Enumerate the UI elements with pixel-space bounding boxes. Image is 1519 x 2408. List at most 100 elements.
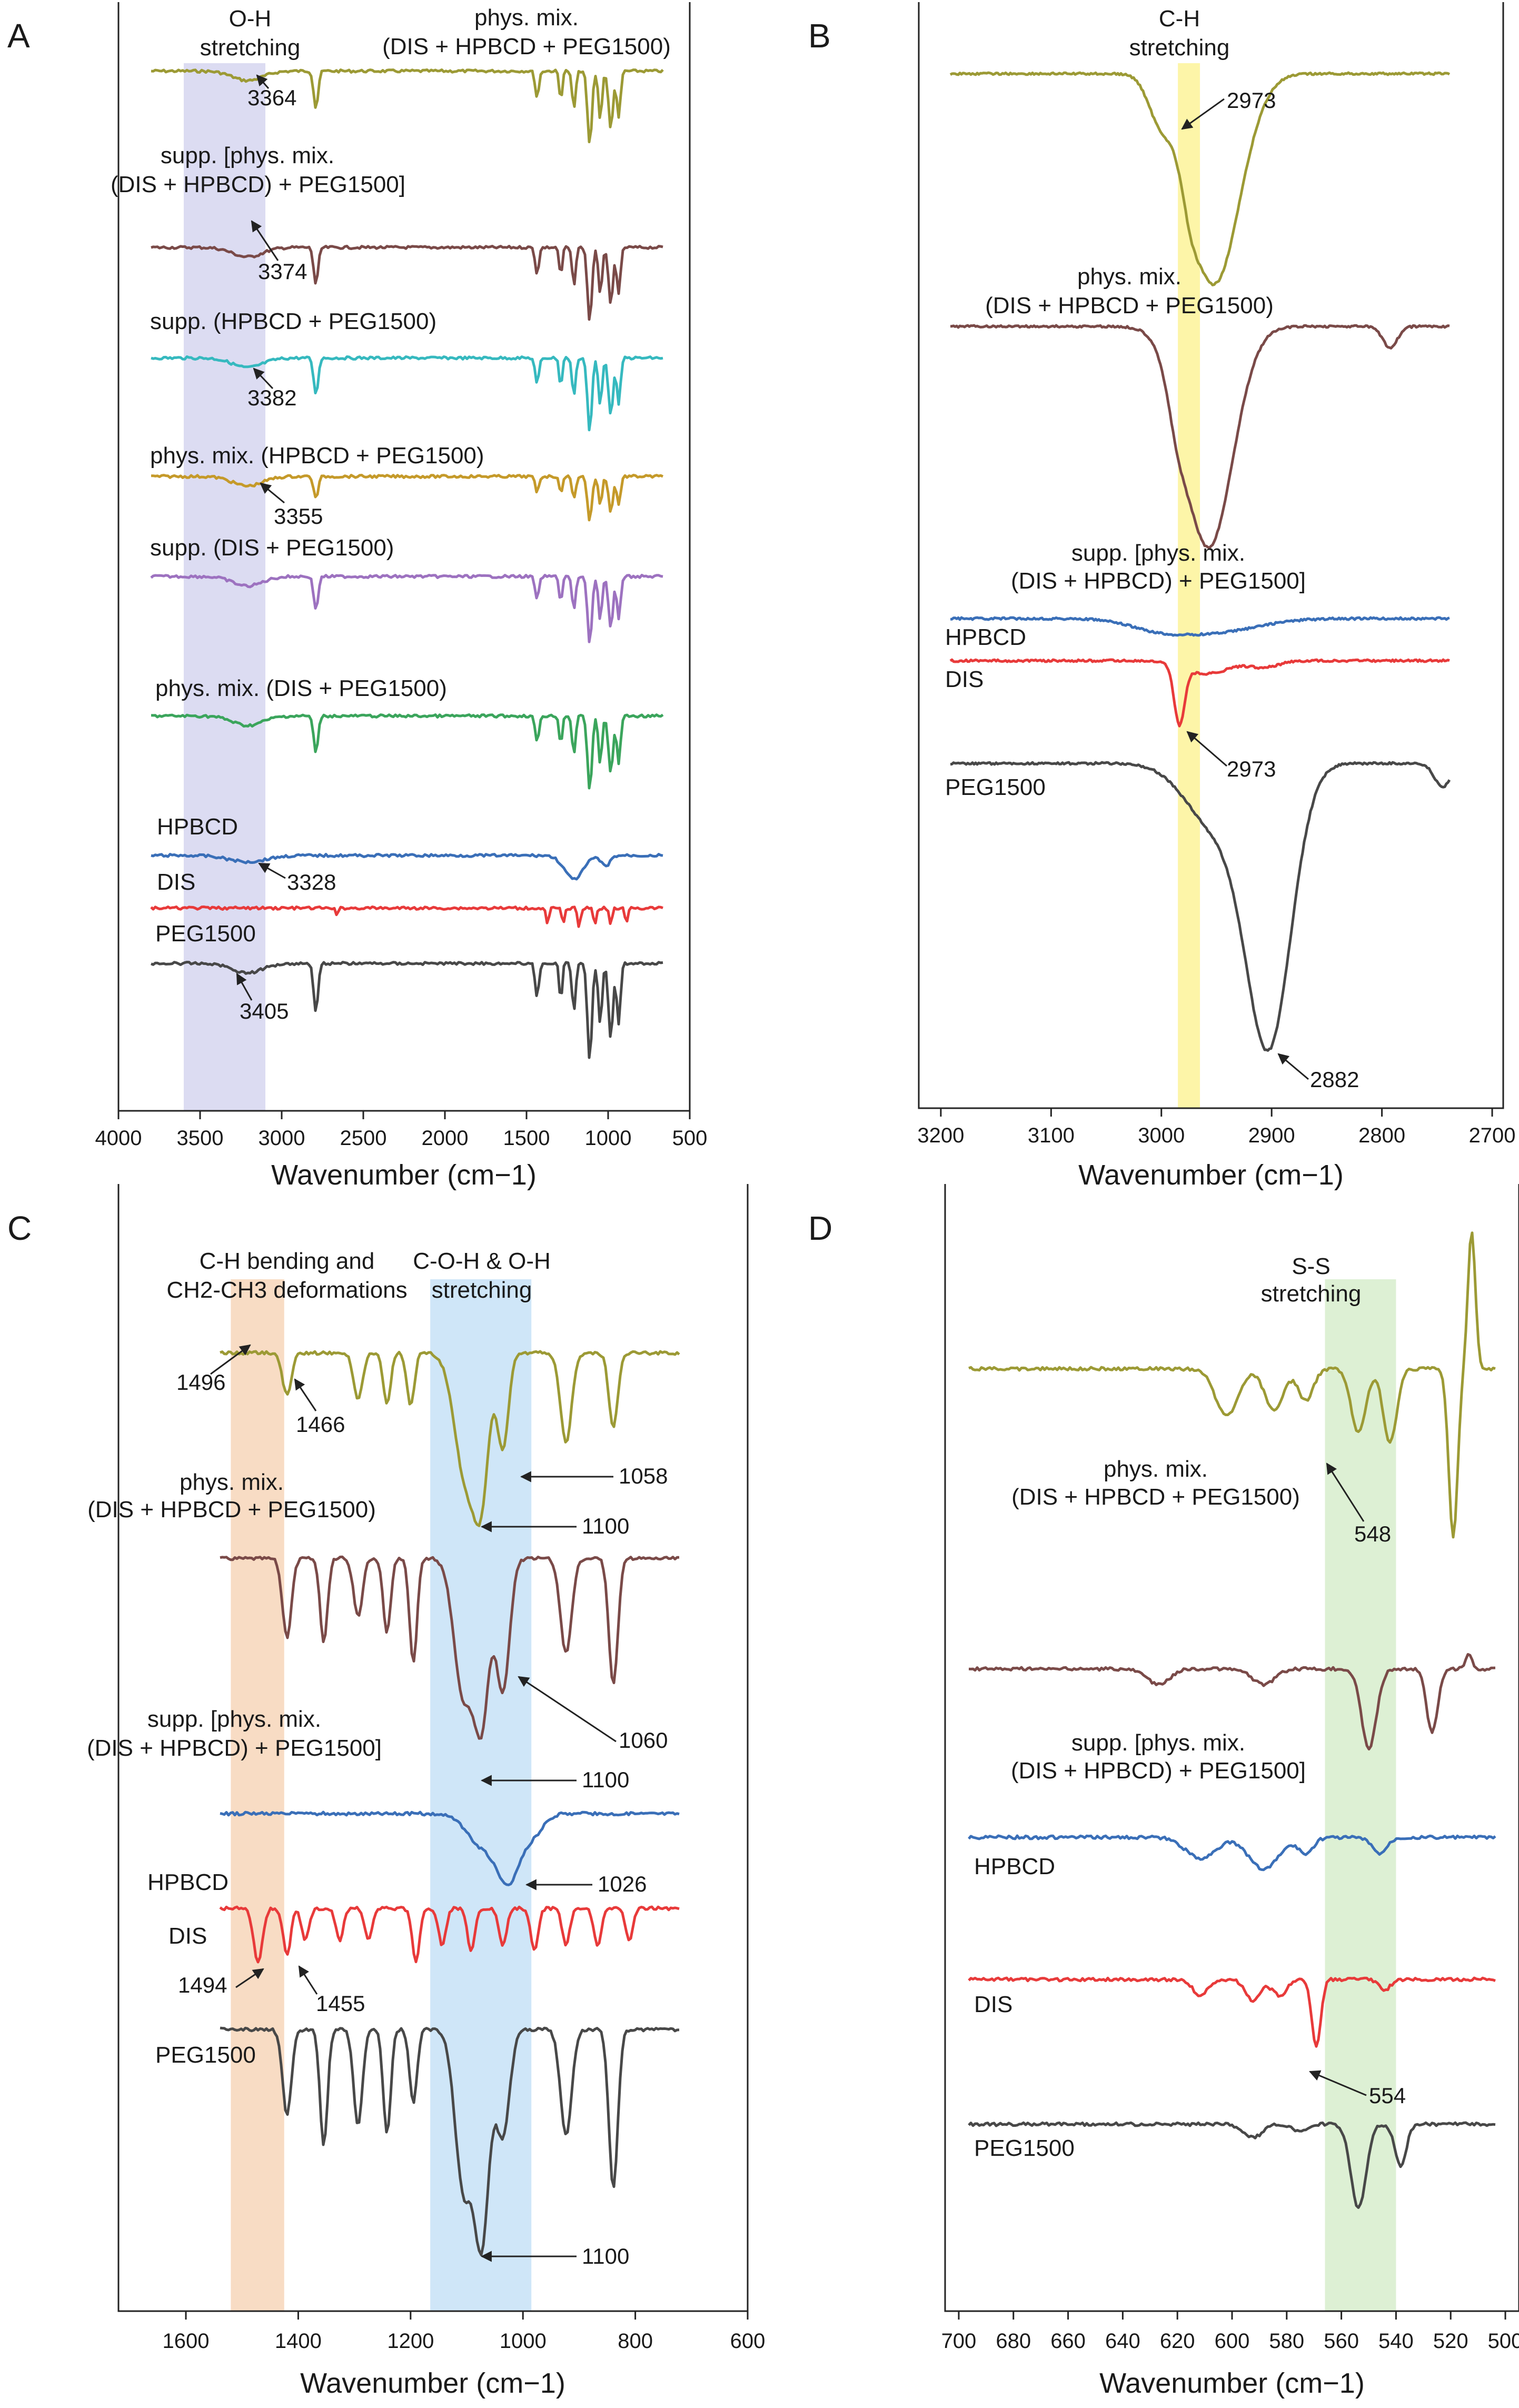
- peak-label-A-3405: 3405: [240, 999, 289, 1023]
- spectrum-A-3: [151, 474, 664, 522]
- panel-letter-C: C: [7, 1209, 32, 1247]
- arrow-C-1496: [210, 1344, 251, 1375]
- tick-label: 4000: [95, 1127, 142, 1150]
- peak-label-C-1455: 1455: [316, 1991, 365, 2016]
- peak-label-B-olive: 2973: [1227, 88, 1276, 113]
- series-label-D-1b: (DIS + HPBCD) + PEG1500]: [1011, 1758, 1306, 1784]
- series-label-C-1a: supp. [phys. mix.: [147, 1706, 321, 1732]
- band-C-coh: [430, 1279, 532, 2311]
- band-label-B-1: C-H: [1159, 6, 1200, 32]
- peak-label-C-1100b: 1100: [582, 1767, 629, 1792]
- tick-label: 1200: [387, 2330, 434, 2353]
- series-label-B-0b: (DIS + HPBCD + PEG1500): [985, 293, 1274, 319]
- arrow-A-3405: [236, 973, 253, 1001]
- tick-label: 660: [1050, 2330, 1086, 2353]
- band-label-A-2: stretching: [200, 35, 301, 61]
- series-label-C-0a: phys. mix.: [180, 1469, 284, 1495]
- spectrum-B-1: [950, 324, 1450, 550]
- spectrum-C-4: [220, 2026, 680, 2256]
- band-label-D-2: stretching: [1261, 1281, 1362, 1307]
- band-label-D-1: S-S: [1292, 1253, 1330, 1279]
- series-label-B-1a: supp. [phys. mix.: [1071, 540, 1245, 566]
- series-label-A-8: PEG1500: [155, 921, 256, 947]
- arrow-B-olive: [1181, 98, 1225, 130]
- tick-label: 1400: [275, 2330, 322, 2353]
- series-label-D-1a: supp. [phys. mix.: [1071, 1730, 1245, 1756]
- series-label-C-3: DIS: [168, 1923, 207, 1949]
- series-label-A-5: phys. mix. (DIS + PEG1500): [155, 675, 447, 701]
- series-label-D-0b: (DIS + HPBCD + PEG1500): [1011, 1484, 1300, 1510]
- arrow-C-1455: [298, 1965, 318, 1995]
- band-label-C2-2: stretching: [432, 1277, 532, 1303]
- tick-label: 700: [941, 2330, 977, 2353]
- peak-label-D-554: 554: [1369, 2083, 1406, 2108]
- panel-letter-D: D: [808, 1209, 832, 1247]
- peak-label-A-3355: 3355: [274, 504, 323, 529]
- band-label-C2-1: C-O-H & O-H: [413, 1248, 551, 1274]
- series-label-A-2: supp. (HPBCD + PEG1500): [150, 309, 436, 334]
- tick-label: 3500: [177, 1127, 224, 1150]
- arrow-A-3382: [253, 367, 274, 390]
- tick-label: 2700: [1469, 1124, 1516, 1147]
- axis-title-C: Wavenumber (cm−1): [300, 2367, 565, 2399]
- series-label-D-3: DIS: [974, 1992, 1012, 2017]
- peak-label-C-1466: 1466: [296, 1412, 345, 1437]
- tick-label: 800: [618, 2330, 653, 2353]
- arrow-C-1466: [294, 1378, 317, 1411]
- peak-label-C-1026: 1026: [598, 1872, 647, 1896]
- peak-label-C-1496: 1496: [176, 1370, 225, 1395]
- tick-label: 640: [1105, 2330, 1140, 2353]
- series-label-D-4: PEG1500: [974, 2135, 1075, 2161]
- series-label-A-3: phys. mix. (HPBCD + PEG1500): [150, 443, 484, 469]
- series-label-B-4: PEG1500: [945, 774, 1046, 800]
- peak-label-C-1058: 1058: [619, 1464, 668, 1488]
- peak-label-D-548: 548: [1354, 1521, 1391, 1546]
- tick-label: 1000: [585, 1127, 632, 1150]
- series-label-C-4: PEG1500: [155, 2042, 256, 2068]
- band-D-ss: [1325, 1279, 1396, 2311]
- panel-letter-B: B: [808, 17, 831, 55]
- tick-label: 520: [1433, 2330, 1468, 2353]
- series-label-B-3: DIS: [945, 666, 984, 692]
- series-label-D-2: HPBCD: [974, 1854, 1055, 1879]
- arrow-A-3355: [260, 482, 285, 504]
- series-label-B-2: HPBCD: [945, 624, 1026, 650]
- peak-label-C-1060: 1060: [619, 1728, 668, 1753]
- tick-label: 1600: [163, 2330, 210, 2353]
- series-label-A-0a: phys. mix.: [474, 5, 579, 31]
- tick-label: 620: [1160, 2330, 1195, 2353]
- tick-label: 2800: [1358, 1124, 1405, 1147]
- peak-label-A-3374: 3374: [258, 259, 307, 284]
- tick-label: 680: [996, 2330, 1031, 2353]
- series-label-A-1b: (DIS + HPBCD) + PEG1500]: [111, 172, 405, 197]
- tick-label: 2500: [340, 1127, 387, 1150]
- band-label-C1-1: C-H bending and: [200, 1248, 375, 1274]
- peak-label-A-3382: 3382: [247, 385, 296, 410]
- series-label-B-1b: (DIS + HPBCD) + PEG1500]: [1011, 568, 1306, 594]
- tick-label: 3100: [1028, 1124, 1075, 1147]
- arrow-A-3328: [258, 862, 286, 879]
- tick-label: 1500: [503, 1127, 550, 1150]
- spectrum-B-2: [950, 616, 1450, 637]
- tick-label: 540: [1378, 2330, 1414, 2353]
- arrow-C-1060: [518, 1676, 617, 1743]
- peak-label-C-1100a: 1100: [582, 1514, 629, 1538]
- series-label-B-0a: phys. mix.: [1077, 264, 1182, 290]
- tick-label: 1000: [500, 2330, 547, 2353]
- tick-label: 600: [1215, 2330, 1250, 2353]
- spectrum-A-7: [150, 906, 663, 928]
- spectrum-D-2: [968, 1834, 1496, 1872]
- arrow-D-548: [1326, 1462, 1365, 1522]
- arrow-D-554: [1309, 2070, 1367, 2096]
- tick-label: 500: [1488, 2330, 1519, 2353]
- band-B-ch: [1178, 63, 1200, 1108]
- peak-label-B-dark: 2882: [1310, 1067, 1359, 1092]
- peak-label-C-1494: 1494: [178, 1973, 227, 1997]
- spectrum-A-5: [151, 713, 664, 790]
- spectrum-B-4: [950, 761, 1451, 1052]
- axes-B: [918, 0, 1504, 1109]
- spectrum-C-2: [220, 1810, 680, 1886]
- band-label-A-1: O-H: [229, 6, 272, 32]
- tick-label: 580: [1269, 2330, 1304, 2353]
